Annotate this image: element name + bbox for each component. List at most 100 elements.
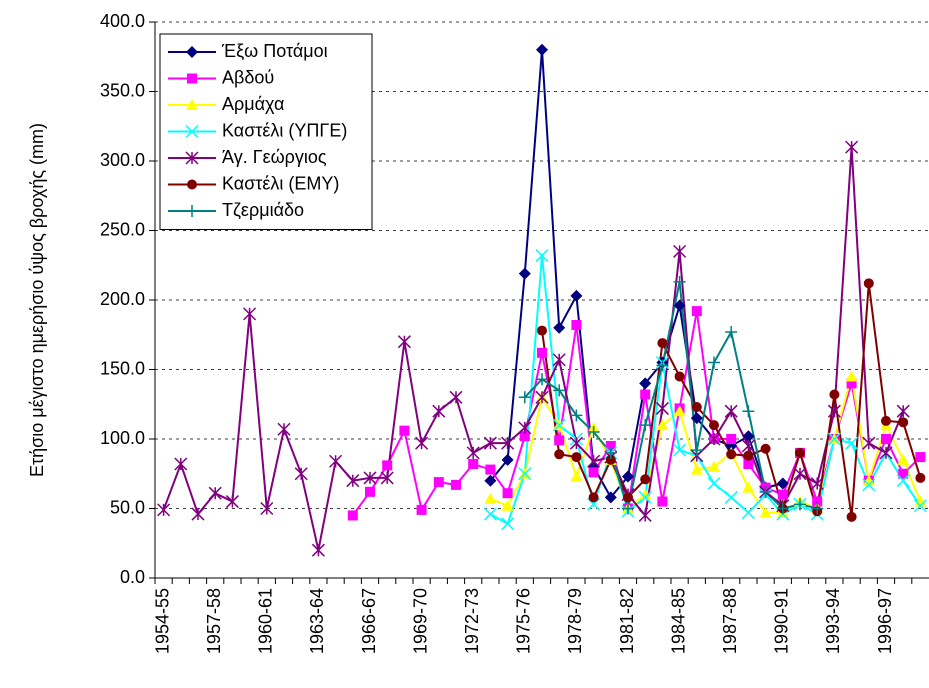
marker (742, 405, 755, 418)
marker (311, 543, 325, 557)
marker (724, 490, 738, 504)
marker (639, 419, 652, 432)
marker (657, 496, 668, 507)
marker (536, 373, 548, 386)
marker (363, 471, 377, 485)
legend-label: Αβδού (222, 67, 274, 87)
marker (380, 471, 394, 485)
marker (587, 426, 600, 439)
marker (294, 467, 308, 481)
marker (638, 508, 652, 522)
marker (208, 486, 222, 500)
marker (673, 299, 686, 312)
y-tick-label: 100.0 (100, 428, 145, 448)
marker (277, 422, 291, 436)
marker (742, 430, 755, 443)
marker (187, 179, 197, 190)
legend-label: Άγ. Γεώργιος (222, 147, 327, 167)
marker (622, 470, 634, 483)
marker (185, 124, 199, 139)
x-tick-label: 1969-70 (410, 588, 430, 654)
marker (726, 434, 737, 444)
marker (243, 307, 257, 321)
marker (846, 511, 857, 522)
marker (741, 439, 755, 453)
y-tick-label: 0.0 (120, 567, 145, 587)
marker (690, 444, 703, 457)
y-tick-label: 200.0 (100, 289, 145, 309)
marker (382, 460, 393, 471)
marker (795, 447, 805, 458)
x-tick-label: 1993-94 (823, 588, 843, 654)
marker (571, 320, 582, 331)
legend-label: Έξω Ποτάμοι (221, 41, 328, 61)
marker (707, 432, 721, 446)
marker (725, 325, 738, 338)
marker (862, 478, 876, 492)
legend-label: Καστέλι (ΕΜΥ) (222, 173, 339, 193)
marker (881, 434, 891, 444)
marker (674, 371, 685, 382)
marker (846, 378, 857, 389)
marker (518, 391, 531, 404)
x-tick-label: 1966-67 (359, 588, 379, 654)
marker (726, 449, 737, 460)
marker (827, 432, 841, 446)
marker (829, 389, 840, 400)
marker (535, 390, 549, 404)
marker (535, 248, 549, 263)
marker (552, 418, 566, 432)
marker (673, 275, 686, 288)
marker (915, 472, 926, 483)
marker (552, 353, 566, 367)
marker (759, 506, 772, 518)
marker (896, 474, 910, 488)
marker (588, 492, 599, 503)
marker (845, 370, 858, 382)
marker (484, 492, 497, 504)
y-tick-label: 150.0 (100, 358, 145, 378)
marker (185, 151, 199, 165)
marker (742, 481, 755, 493)
marker (691, 306, 702, 317)
marker (605, 454, 616, 465)
x-tick-label: 1981-82 (617, 588, 637, 654)
marker (260, 501, 274, 516)
x-tick-label: 1975-76 (514, 588, 534, 654)
marker (811, 502, 824, 515)
marker (553, 321, 566, 334)
marker (570, 470, 583, 482)
marker (554, 435, 565, 446)
marker (708, 460, 720, 472)
marker (570, 409, 583, 422)
y-tick-label: 350.0 (100, 80, 145, 100)
marker (483, 507, 497, 521)
marker (329, 454, 343, 468)
marker (897, 453, 910, 465)
marker (186, 99, 198, 110)
marker (655, 401, 669, 415)
marker (416, 504, 427, 515)
x-tick-label: 1954-55 (152, 588, 172, 654)
marker (827, 404, 841, 418)
marker (656, 419, 669, 431)
marker (862, 436, 876, 450)
x-tick-label: 1996-97 (875, 588, 895, 654)
marker (483, 436, 497, 450)
marker (709, 420, 719, 431)
marker (554, 449, 565, 460)
marker (501, 436, 515, 450)
marker (896, 404, 910, 418)
marker (451, 479, 461, 490)
marker (225, 495, 239, 509)
marker (657, 338, 668, 349)
marker (898, 417, 909, 428)
marker (913, 499, 927, 513)
marker (466, 446, 480, 460)
y-tick-label: 300.0 (100, 150, 145, 170)
marker (518, 421, 532, 435)
marker (623, 492, 633, 503)
marker (812, 496, 823, 507)
marker (537, 347, 547, 358)
